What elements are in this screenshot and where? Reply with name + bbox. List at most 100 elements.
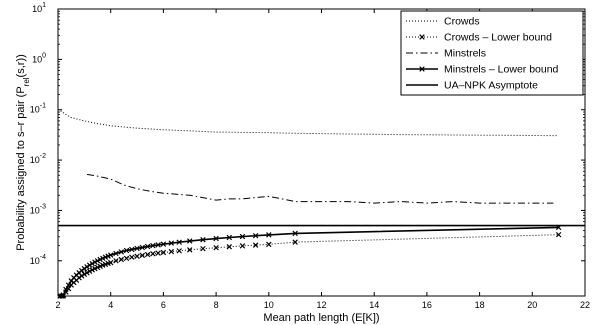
series-marker xyxy=(226,244,232,250)
series-marker xyxy=(155,242,161,248)
x-tick-label: 4 xyxy=(108,300,113,310)
series-marker xyxy=(160,249,167,256)
x-tick-label: 22 xyxy=(580,300,590,310)
series-marker xyxy=(213,235,219,242)
series-marker xyxy=(134,245,140,252)
series-marker xyxy=(150,242,156,249)
x-tick-label: 10 xyxy=(264,300,274,310)
series-marker xyxy=(84,269,90,276)
x-tick-label: 16 xyxy=(422,300,432,310)
x-tick-label: 18 xyxy=(475,300,485,310)
x-tick-label: 14 xyxy=(369,300,379,310)
legend-label: UA–NPK Asymptote xyxy=(444,80,538,92)
series-marker xyxy=(187,238,193,244)
series-marker xyxy=(292,239,298,245)
series-marker xyxy=(129,254,135,260)
series-minstrels-lower-bound xyxy=(57,224,562,299)
series-marker xyxy=(239,243,246,249)
series-marker xyxy=(118,249,124,255)
series-marker xyxy=(113,258,119,264)
series-marker xyxy=(168,240,175,246)
series-marker xyxy=(86,268,93,274)
series-marker xyxy=(176,239,182,245)
series-marker xyxy=(144,243,151,250)
x-tick-label: 12 xyxy=(316,300,326,310)
series-marker xyxy=(113,250,119,257)
series-marker xyxy=(150,251,156,257)
legend-swatch-marker xyxy=(419,66,425,72)
y-tick-label: 100 xyxy=(32,52,46,64)
series-marker xyxy=(292,230,298,237)
series-marker xyxy=(63,286,69,293)
y-axis-label: Probability assigned to s–r pair (Prel(s… xyxy=(15,54,31,251)
series-marker xyxy=(160,241,167,247)
series-marker xyxy=(129,246,135,253)
series-marker xyxy=(123,247,130,254)
series-marker xyxy=(139,252,146,259)
series-marker xyxy=(65,282,72,288)
series-marker xyxy=(266,241,272,248)
legend-items: Crowds Crowds – Lower bound Minstrels Minst… xyxy=(406,16,559,92)
series-layer xyxy=(57,110,585,299)
y-tick-base: 10 xyxy=(30,155,40,165)
series-marker xyxy=(252,232,259,239)
series-marker xyxy=(176,248,182,254)
y-tick-base: 10 xyxy=(30,105,40,115)
x-tick-label: 8 xyxy=(214,300,219,310)
series-marker xyxy=(107,259,114,266)
y-tick-exponent: 1 xyxy=(42,2,46,9)
series-marker xyxy=(239,233,246,240)
y-tick-label: 10-1 xyxy=(30,103,46,115)
series-marker xyxy=(89,267,95,273)
series-marker xyxy=(266,232,272,238)
y-tick-exponent: -1 xyxy=(40,103,46,110)
series-marker xyxy=(81,271,88,278)
series-marker xyxy=(187,247,193,253)
series-marker xyxy=(226,234,232,241)
y-tick-label: 10-3 xyxy=(30,203,46,215)
series-marker xyxy=(555,231,562,238)
y-tick-base: 10 xyxy=(30,205,40,215)
y-tick-label: 101 xyxy=(32,2,46,14)
series-marker xyxy=(92,259,98,265)
legend-label: Crowds xyxy=(444,16,480,28)
series-marker xyxy=(118,256,124,263)
series-marker xyxy=(107,252,114,258)
series-marker xyxy=(123,255,130,262)
series-marker xyxy=(252,242,259,248)
series-marker xyxy=(86,262,93,268)
series-marker xyxy=(200,245,206,252)
y-tick-base: 10 xyxy=(32,4,42,14)
legend: Crowds Crowds – Lower bound Minstrels Minst… xyxy=(400,10,584,96)
y-tick-exponent: -2 xyxy=(40,153,46,160)
y-axis-label-main: Probability assigned to s–r pair (P xyxy=(15,86,27,250)
y-axis-label-tail: (s,r)) xyxy=(15,54,27,77)
x-tick-label: 6 xyxy=(161,300,166,310)
series-marker xyxy=(144,251,151,258)
series-marker xyxy=(139,244,146,251)
y-tick-exponent: -4 xyxy=(40,254,46,261)
plot-frame xyxy=(57,8,586,297)
y-tick-exponent: -3 xyxy=(40,203,46,210)
series-marker xyxy=(168,248,175,255)
y-axis-label-subscript: rel xyxy=(22,77,31,86)
series-marker xyxy=(84,264,90,270)
y-tick-exponent: 0 xyxy=(42,52,46,59)
legend-label: Minstrels – Lower bound xyxy=(444,64,559,76)
x-axis-label: Mean path length (E[K]) xyxy=(263,312,379,324)
series-marker xyxy=(89,260,95,267)
series-marker xyxy=(200,237,206,243)
y-tick-label: 10-4 xyxy=(30,254,46,266)
y-tick-label: 10-2 xyxy=(30,153,46,165)
y-tick-base: 10 xyxy=(32,54,42,64)
series-marker xyxy=(213,244,219,251)
series-marker xyxy=(134,253,140,259)
y-tick-base: 10 xyxy=(30,256,40,266)
x-tick-label: 20 xyxy=(527,300,537,310)
legend-label: Minstrels xyxy=(444,48,486,60)
legend-box xyxy=(400,10,584,96)
legend-label: Crowds – Lower bound xyxy=(444,32,552,44)
x-tick-label: 2 xyxy=(55,300,60,310)
legend-swatch-marker xyxy=(419,34,425,40)
